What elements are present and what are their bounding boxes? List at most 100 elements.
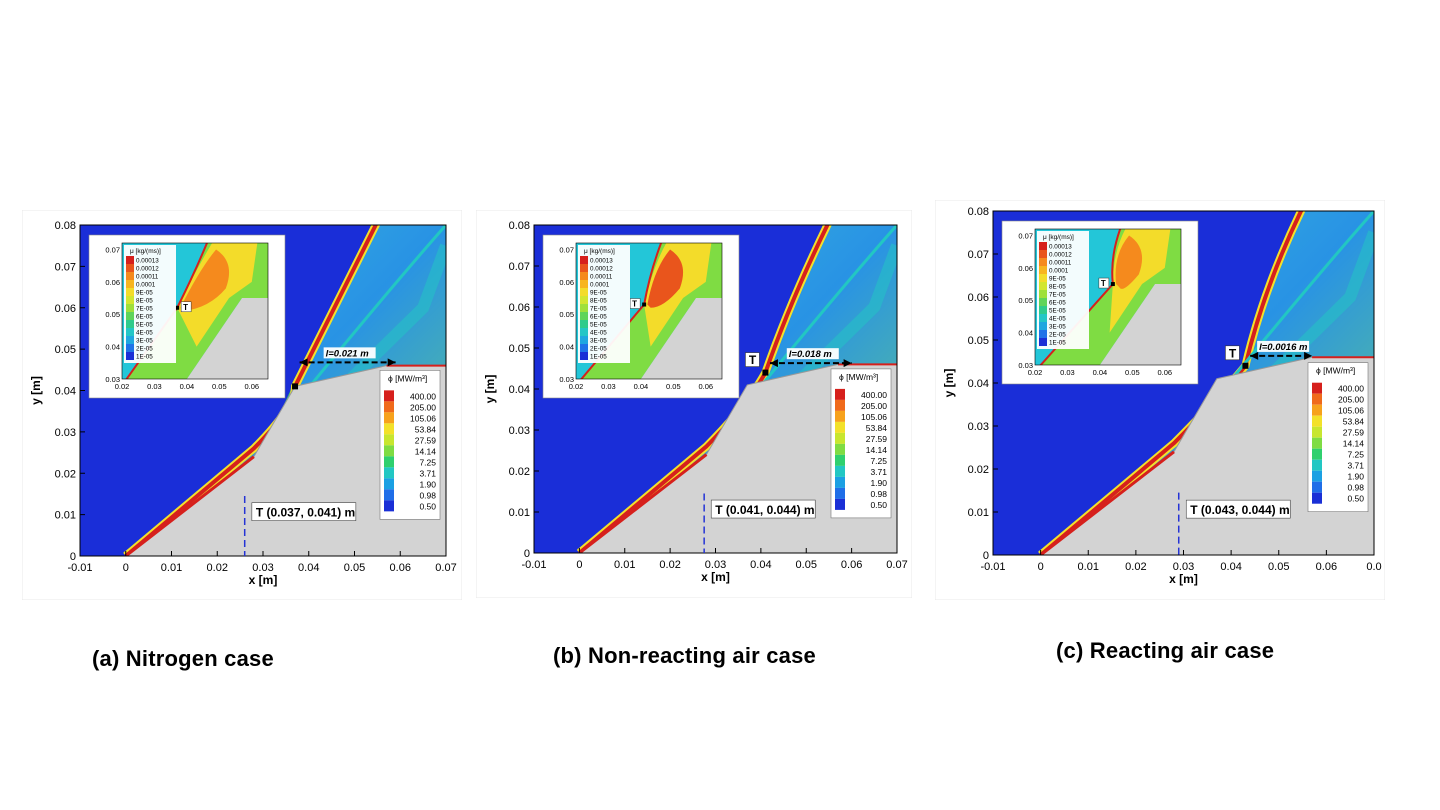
inset-legend-title: μ [kg/(ms)] <box>1043 234 1074 241</box>
x-tick-label: 0.03 <box>1173 561 1194 573</box>
inset-legend-label: 3E-05 <box>1049 324 1066 331</box>
x-tick-label: 0.07 <box>435 562 456 574</box>
inset-x-tick-label: 0.04 <box>1093 368 1108 377</box>
colorbar-level-label: 1.90 <box>419 479 436 489</box>
inset-legend-swatch <box>1039 290 1047 298</box>
colorbar-level-label: 3.71 <box>419 468 436 478</box>
inset-legend-label: 1E-05 <box>136 354 153 361</box>
colorbar-swatch <box>384 423 394 435</box>
inset-legend-label: 5E-05 <box>136 322 153 329</box>
y-axis-label: y [m] <box>942 369 956 398</box>
inset-y-tick-label: 0.04 <box>559 343 574 352</box>
inset-y-tick-label: 0.05 <box>559 310 574 319</box>
x-tick-label: 0.02 <box>207 562 228 574</box>
inset-legend-label: 7E-05 <box>590 306 607 313</box>
inset-legend-swatch <box>126 312 134 320</box>
inset-legend-label: 0.00013 <box>1049 244 1072 251</box>
colorbar-swatch <box>835 465 845 477</box>
colorbar-swatch <box>1312 448 1322 460</box>
colorbar-swatch <box>1312 470 1322 482</box>
colorbar-swatch <box>384 445 394 457</box>
triple-point-marker <box>292 383 299 390</box>
inset-legend-label: 0.00013 <box>590 258 613 265</box>
inset-legend-label: 0.00012 <box>590 266 613 273</box>
colorbar-swatch <box>384 467 394 479</box>
length-label-background <box>1257 340 1310 352</box>
inset-frame <box>1034 228 1182 366</box>
separation-arrow-head-right <box>387 358 396 367</box>
inset-legend-swatch <box>580 256 588 264</box>
triple-point-label-box: T (0.041, 0.044) m <box>710 499 816 519</box>
post-shock-region <box>125 225 446 556</box>
marker-label-background <box>745 352 760 367</box>
inset-legend-swatch <box>126 352 134 360</box>
wall-boundary-layer <box>124 455 255 556</box>
inset-legend-label: 2E-05 <box>1049 332 1066 339</box>
x-tick-label: 0 <box>1038 561 1044 573</box>
colorbar-level-label: 27.59 <box>1343 428 1365 438</box>
inset-legend-label: 0.0001 <box>136 282 156 289</box>
colorbar-level-label: 1.90 <box>1347 472 1364 482</box>
colorbar-level-label: 53.84 <box>1343 417 1365 427</box>
colorbar-swatch <box>835 388 845 400</box>
inset-legend-swatch <box>1039 274 1047 282</box>
inset-marker-label: T <box>632 300 637 309</box>
inset-x-tick-label: 0.06 <box>1157 368 1172 377</box>
inset-legend-swatch <box>580 280 588 288</box>
inset-legend-label: 6E-05 <box>590 314 607 321</box>
marker-label-background <box>1225 345 1240 361</box>
colorbar-level-label: 3.71 <box>870 467 887 477</box>
colorbar-level-label: 1.90 <box>870 478 887 488</box>
inset-x-tick-label: 0.06 <box>698 382 713 391</box>
inset-legend-swatch <box>1039 306 1047 314</box>
colorbar-swatch <box>1312 426 1322 438</box>
inset-legend-label: 0.00011 <box>590 274 613 281</box>
inset-y-tick-label: 0.05 <box>105 310 120 319</box>
colorbar-title: ϕ [MW/m³] <box>388 373 427 383</box>
double-wedge-body <box>125 365 446 556</box>
inset-marker-label-background <box>1098 277 1110 289</box>
double-wedge-body <box>578 363 897 553</box>
inset-x-tick-label: 0.02 <box>115 382 130 391</box>
viscosity-inset: 0.02 0.03 0.04 0.05 0.060.030.040.050.060.07… <box>88 234 286 399</box>
caption-nitrogen: (a) Nitrogen case <box>92 646 274 671</box>
colorbar-swatch <box>835 410 845 422</box>
x-tick-label: 0.03 <box>705 559 726 571</box>
colorbar-title: ϕ [MW/m³] <box>1316 366 1355 376</box>
inset-x-tick-label: 0.02 <box>569 382 584 391</box>
y-tick-label: 0.05 <box>509 343 530 355</box>
inset-legend-swatch <box>126 296 134 304</box>
inset-x-tick-label: 0.05 <box>212 382 227 391</box>
x-tick-label: 0.01 <box>1078 561 1099 573</box>
inset-legend-title: μ [kg/(ms)] <box>584 248 615 255</box>
triple-point-marker <box>1242 362 1249 369</box>
colorbar-swatch <box>1312 492 1322 504</box>
inset-legend-label: 0.00012 <box>136 266 159 273</box>
x-tick-label: 0.06 <box>1316 561 1337 573</box>
colorbar-level-label: 7.25 <box>870 456 887 466</box>
chart-svg: -0.01 0 0.01 0.02 0.03 0.04 0.05 0.06 0.0700.010… <box>476 210 912 598</box>
y-axis-label: y [m] <box>29 376 43 405</box>
y-tick-label: 0.04 <box>968 378 989 390</box>
y-tick-label: 0.07 <box>509 261 530 273</box>
colorbar-level-label: 0.50 <box>419 501 436 511</box>
colorbar-level-label: 0.98 <box>419 490 436 500</box>
inset-y-tick-label: 0.03 <box>1018 361 1033 370</box>
colorbar-level-label: 205.00 <box>410 402 436 412</box>
inset-legend-swatch <box>1039 282 1047 290</box>
y-axis-label: y [m] <box>483 375 497 404</box>
y-tick-label: 0.04 <box>55 386 76 398</box>
colorbar-level-label: 0.50 <box>1347 494 1364 504</box>
x-tick-label: -0.01 <box>980 561 1005 573</box>
inset-x-tick-label: 0.05 <box>1125 368 1140 377</box>
x-tick-label: 0.05 <box>796 559 817 571</box>
x-tick-label: 0.06 <box>390 562 411 574</box>
caption-non-reacting-air: (b) Non-reacting air case <box>553 643 816 668</box>
colorbar-level-label: 0.50 <box>870 500 887 510</box>
inset-marker-label: T <box>183 303 188 312</box>
colorbar-swatch <box>1312 459 1322 471</box>
colorbar-level-label: 53.84 <box>415 424 437 434</box>
inset-x-tick-label: 0.04 <box>180 382 195 391</box>
inset-x-tick-label: 0.03 <box>601 382 616 391</box>
colorbar-level-label: 400.00 <box>410 391 436 401</box>
